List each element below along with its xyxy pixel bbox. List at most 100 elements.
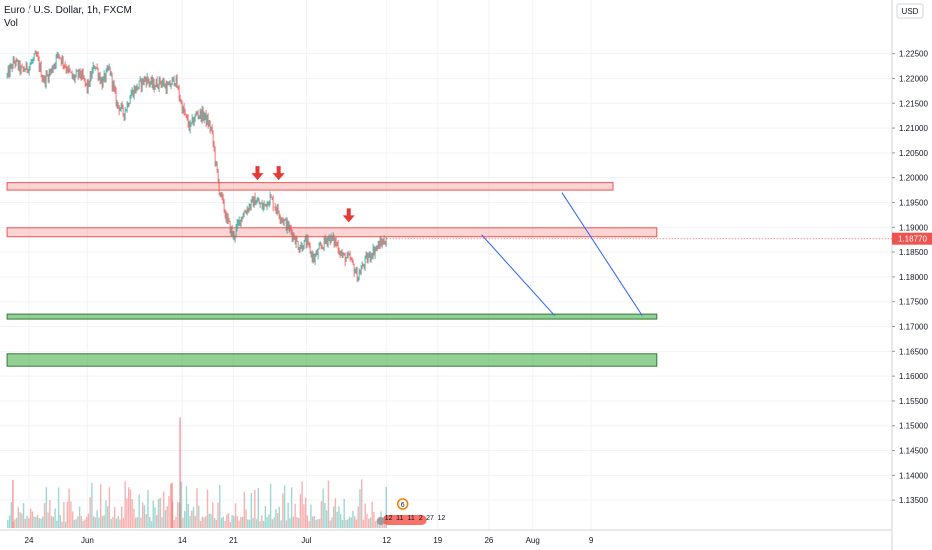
volume-bar: [113, 506, 116, 528]
volume-bar: [203, 517, 205, 528]
volume-bar: [364, 503, 366, 528]
volume-bar: [346, 519, 349, 528]
volume-bar: [29, 508, 32, 528]
price-tick-label: 1.18500: [899, 248, 928, 257]
time-tick-label: 9: [589, 536, 594, 545]
price-axis: 1.13500 1.14000 1.14500 1.15000 1.15500 1.160…: [891, 0, 932, 550]
volume-bar: [15, 517, 18, 528]
volume-bar: [182, 517, 184, 528]
volume-bar: [252, 517, 254, 528]
volume-bar: [341, 520, 344, 528]
volume-bar: [313, 516, 316, 528]
volume-bar: [287, 502, 289, 528]
volume-bar: [127, 487, 130, 528]
volume-bar: [301, 481, 303, 528]
volume-bar: [352, 510, 354, 528]
price-tick-label: 1.20000: [899, 174, 928, 183]
time-tick-label: 24: [25, 536, 34, 545]
volume-bar: [133, 508, 135, 528]
volume-bar: [339, 514, 342, 528]
projection-line[interactable]: [481, 234, 555, 316]
currency-button[interactable]: [896, 3, 924, 19]
volume-bar: [10, 502, 13, 528]
event-badge-icon[interactable]: [396, 498, 409, 510]
volume-bar: [222, 516, 224, 528]
volume-bar: [332, 506, 335, 528]
volume-bar: [124, 481, 126, 528]
volume-bar: [280, 520, 282, 528]
volume-bar: [45, 487, 48, 528]
volume-bar: [129, 489, 132, 528]
event-marker-label[interactable]: 12: [438, 515, 446, 522]
price-tick-label: 1.14500: [899, 447, 928, 456]
volume-bar: [110, 519, 112, 528]
time-tick-label: Jun: [81, 536, 94, 545]
event-badge-count: 6: [401, 502, 405, 509]
event-marker-label[interactable]: 11: [396, 515, 403, 522]
time-tick-label: 26: [484, 536, 493, 545]
resistance-arrows: [251, 166, 355, 223]
volume-bar: [159, 497, 161, 528]
volume-bar: [194, 515, 196, 528]
volume-bar: [101, 516, 104, 528]
volume-bar: [150, 521, 153, 528]
volume-bar: [271, 519, 274, 528]
volume-bar: [306, 515, 309, 528]
candles: [6, 50, 387, 283]
volume-bar: [243, 491, 246, 528]
down-arrow-icon[interactable]: [251, 166, 264, 181]
down-arrow-icon[interactable]: [342, 208, 355, 223]
volume-spike: [179, 417, 181, 528]
price-tick-label: 1.17500: [899, 298, 928, 307]
time-tick-label: 14: [178, 536, 187, 545]
volume-label[interactable]: Vol: [4, 18, 18, 29]
volume-bar: [343, 498, 345, 528]
price-tick-label: 1.21000: [899, 124, 928, 133]
down-arrow-icon[interactable]: [272, 166, 285, 181]
volume-bar: [196, 488, 198, 528]
volume-bar: [17, 507, 20, 528]
event-marker-label[interactable]: 11: [408, 515, 415, 522]
volume-bar: [361, 479, 363, 528]
volume-bar: [77, 516, 79, 528]
event-marker-label[interactable]: 27: [426, 515, 434, 522]
volume-bar: [231, 514, 233, 528]
volume-bar: [212, 502, 214, 528]
event-marker-label[interactable]: 2: [419, 515, 423, 522]
volume-bar: [353, 516, 356, 528]
volume-bar: [31, 511, 34, 528]
last-price-tag[interactable]: [892, 232, 932, 245]
volume-bar: [89, 497, 91, 528]
volume-bar: [266, 517, 268, 528]
volume-bar: [28, 518, 30, 528]
currency-label: USD: [902, 7, 919, 16]
event-dot-icon[interactable]: [376, 517, 385, 525]
volume-bar: [177, 502, 179, 528]
volume-bar: [49, 500, 51, 528]
symbol-title[interactable]: Euro / U.S. Dollar, 1h, FXCM: [4, 5, 132, 16]
event-marker-label[interactable]: 12: [385, 515, 393, 522]
volume-bar: [115, 518, 118, 528]
volume-bar: [276, 513, 279, 528]
volume-bar: [296, 517, 298, 528]
volume-bar: [311, 516, 314, 528]
volume-bar: [85, 516, 88, 528]
support-zone: [6, 313, 658, 320]
volume-bar: [245, 509, 247, 528]
volume-bar: [22, 503, 25, 528]
volume-bar: [376, 519, 379, 528]
volume-bar: [369, 517, 372, 528]
volume-bar: [84, 519, 86, 528]
volume-bar: [61, 521, 63, 528]
price-tick-label: 1.21500: [899, 99, 928, 108]
volume-bar: [227, 513, 230, 528]
volume-bar: [138, 494, 140, 528]
volume-bar: [70, 501, 72, 528]
projection-line[interactable]: [561, 192, 643, 316]
volume-bar: [350, 517, 352, 528]
volume-bar: [324, 503, 326, 528]
volume-bar: [35, 516, 37, 528]
volume-bar: [157, 499, 160, 528]
